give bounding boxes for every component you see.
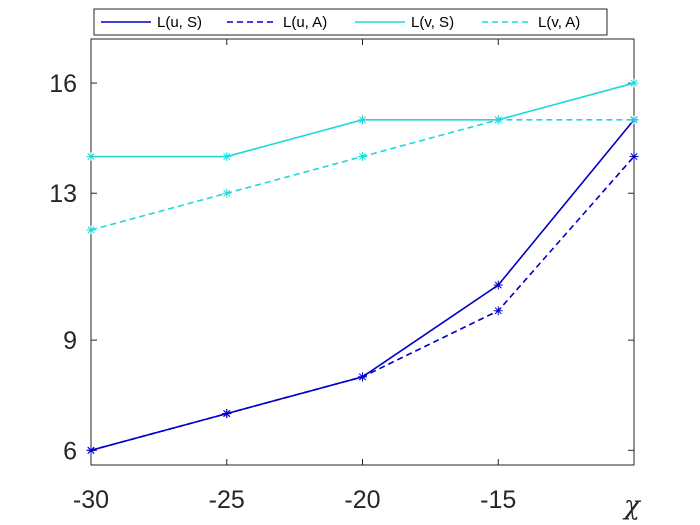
data-point: [358, 372, 367, 382]
data-point: [629, 115, 639, 125]
data-point: [358, 115, 367, 125]
data-point: [493, 115, 503, 125]
data-point: [493, 280, 503, 290]
data-point: [86, 152, 96, 162]
data-point: [629, 152, 639, 162]
y-tick-label: 16: [49, 70, 77, 98]
y-tick-label: 13: [49, 180, 77, 208]
x-axis-label: χ: [622, 491, 642, 521]
x-tick-label: -30: [73, 486, 109, 514]
y-tick-label: 9: [63, 327, 77, 355]
legend-box: [93, 8, 608, 36]
y-tick-label: 6: [63, 437, 77, 465]
y-axis: 6 9 13 16: [49, 70, 634, 465]
data-point: [629, 78, 639, 88]
legend-label: L(u, A): [283, 14, 327, 31]
plot-area: [90, 38, 635, 466]
series-group: [86, 78, 639, 455]
x-axis: -30 -25 -20 -15: [73, 39, 635, 514]
x-tick-label: -20: [344, 486, 380, 514]
x-tick-label: -25: [209, 486, 245, 514]
legend-label: L(v, A): [538, 14, 580, 31]
data-point: [222, 188, 232, 198]
legend: L(u, S) L(u, A) L(v, S) L(v, A): [93, 8, 608, 36]
data-point: [222, 409, 232, 419]
data-point: [493, 306, 503, 316]
x-tick-label: -15: [480, 486, 516, 514]
legend-label: L(u, S): [157, 14, 202, 31]
data-point: [86, 445, 96, 455]
data-point: [222, 152, 232, 162]
data-point: [358, 152, 367, 162]
data-point: [86, 225, 96, 235]
legend-label: L(v, S): [411, 14, 454, 31]
